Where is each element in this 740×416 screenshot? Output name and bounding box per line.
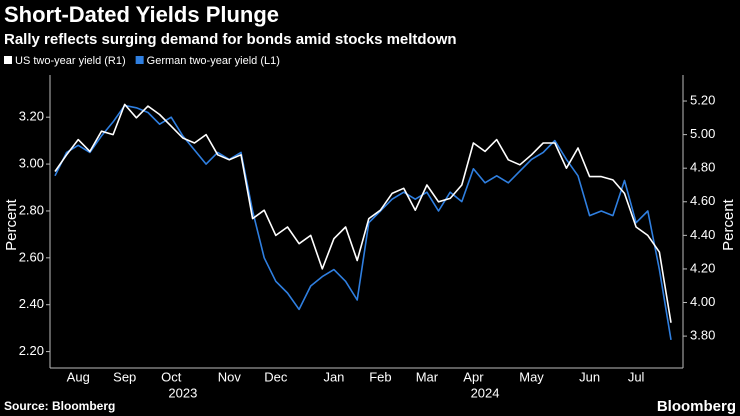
y2-tick-label: 4.80 xyxy=(690,160,715,175)
y-axis-label: Percent xyxy=(3,198,20,251)
x-tick-label: May xyxy=(519,369,544,384)
logo: Bloomberg xyxy=(657,398,736,415)
x-tick-label: Apr xyxy=(463,369,484,384)
series-line xyxy=(54,103,672,323)
legend-label: German two-year yield (L1) xyxy=(147,55,280,67)
y2-tick-label: 4.00 xyxy=(690,294,715,309)
y-tick-label: 2.60 xyxy=(19,249,44,264)
x-tick-label: Mar xyxy=(416,369,439,384)
y-tick-label: 3.20 xyxy=(19,109,44,124)
y-tick-label: 2.40 xyxy=(19,296,44,311)
x-tick-label: Jul xyxy=(628,369,645,384)
series-line xyxy=(54,104,672,341)
x-tick-label: Nov xyxy=(218,369,242,384)
y2-tick-label: 3.80 xyxy=(690,328,715,343)
x-tick-label: Oct xyxy=(161,369,182,384)
y2-tick-label: 4.40 xyxy=(690,227,715,242)
x-year-label: 2023 xyxy=(168,385,197,400)
y2-tick-label: 5.00 xyxy=(690,126,715,141)
y2-axis-label: Percent xyxy=(720,198,737,251)
y2-tick-label: 4.20 xyxy=(690,260,715,275)
chart-subtitle: Rally reflects surging demand for bonds … xyxy=(4,31,457,48)
y-tick-label: 3.00 xyxy=(19,156,44,171)
x-tick-label: Dec xyxy=(264,369,288,384)
x-tick-label: Jun xyxy=(579,369,600,384)
y-tick-label: 2.20 xyxy=(19,343,44,358)
legend-swatch xyxy=(135,56,144,64)
chart-title: Short-Dated Yields Plunge xyxy=(4,2,279,27)
x-tick-label: Jan xyxy=(323,369,344,384)
x-tick-label: Sep xyxy=(113,369,136,384)
y-tick-label: 2.80 xyxy=(19,202,44,217)
legend-swatch xyxy=(4,56,12,64)
x-tick-label: Feb xyxy=(369,369,391,384)
y2-tick-label: 4.60 xyxy=(690,193,715,208)
source: Source: Bloomberg xyxy=(4,399,115,413)
x-tick-label: Aug xyxy=(67,369,90,384)
x-year-label: 2024 xyxy=(471,385,500,400)
legend-label: US two-year yield (R1) xyxy=(15,55,126,67)
y2-tick-label: 5.20 xyxy=(690,92,715,107)
